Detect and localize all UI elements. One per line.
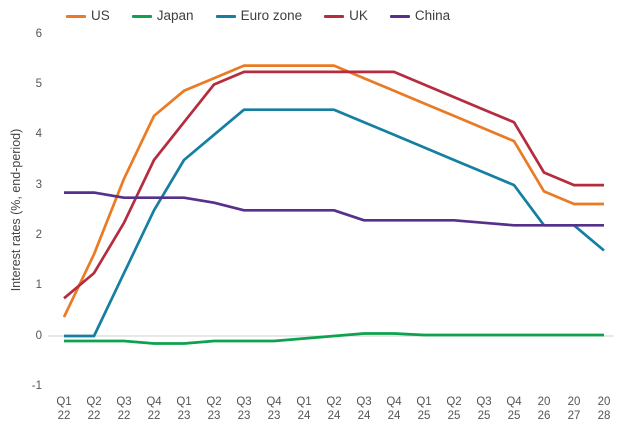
legend-item-uk: UK: [324, 9, 368, 23]
x-tick-label: Q2 23: [206, 396, 222, 423]
x-tick-label: Q4 23: [266, 396, 282, 423]
y-tick-label: 1: [35, 279, 42, 292]
x-tick-label: Q3 23: [236, 396, 252, 423]
legend-label: Japan: [156, 8, 194, 24]
series-line-uk: [63, 70, 604, 300]
y-tick-label: 3: [35, 178, 42, 191]
series-line-euro-zone: [64, 108, 605, 338]
legend-swatch-icon: [389, 14, 410, 18]
legend-label: US: [91, 8, 110, 24]
legend-swatch-icon: [215, 14, 236, 18]
series-line-china: [64, 191, 604, 227]
legend-item-japan: Japan: [131, 8, 194, 24]
x-tick-label: Q2 22: [86, 396, 102, 423]
x-tick-label: 20 28: [597, 396, 611, 423]
series-line-japan: [64, 332, 604, 345]
legend-item-us: US: [66, 9, 110, 23]
x-tick-label: Q3 22: [116, 396, 132, 423]
x-tick-label: Q4 24: [386, 396, 402, 423]
legend-label: Euro zone: [240, 8, 303, 24]
y-tick-label: 4: [35, 128, 42, 141]
legend-label: China: [414, 8, 451, 24]
y-tick-label: -1: [31, 379, 42, 392]
x-tick-label: Q4 22: [146, 396, 162, 423]
legend-swatch-icon: [324, 14, 345, 18]
y-tick-label: 5: [35, 78, 42, 90]
x-tick-label: Q2 24: [326, 396, 342, 423]
x-tick-label: 20 26: [537, 396, 551, 423]
series-lines: [62, 64, 605, 345]
y-tick-label: 2: [35, 228, 42, 241]
x-tick-label: Q1 24: [296, 396, 312, 423]
y-tick-label: 6: [35, 27, 42, 40]
x-tick-label: Q4 25: [506, 396, 522, 423]
legend-label: UK: [349, 8, 368, 24]
x-tick-label: Q1 23: [176, 396, 192, 423]
legend-item-euro-zone: Euro zone: [215, 8, 303, 24]
legend-swatch-icon: [131, 14, 152, 18]
series-line-us: [62, 64, 604, 318]
x-tick-label: Q3 24: [356, 396, 372, 423]
legend-swatch-icon: [66, 14, 86, 18]
x-tick-label: Q1 25: [416, 396, 432, 423]
x-tick-label: 20 27: [567, 396, 581, 423]
y-tick-label: 0: [35, 329, 42, 342]
x-tick-label: Q1 22: [56, 396, 72, 423]
legend-item-china: China: [389, 8, 451, 24]
x-tick-label: Q2 25: [446, 396, 462, 423]
chart-legend: US Japan Euro zone UK China: [66, 6, 450, 26]
x-tick-label: Q3 25: [476, 396, 492, 423]
